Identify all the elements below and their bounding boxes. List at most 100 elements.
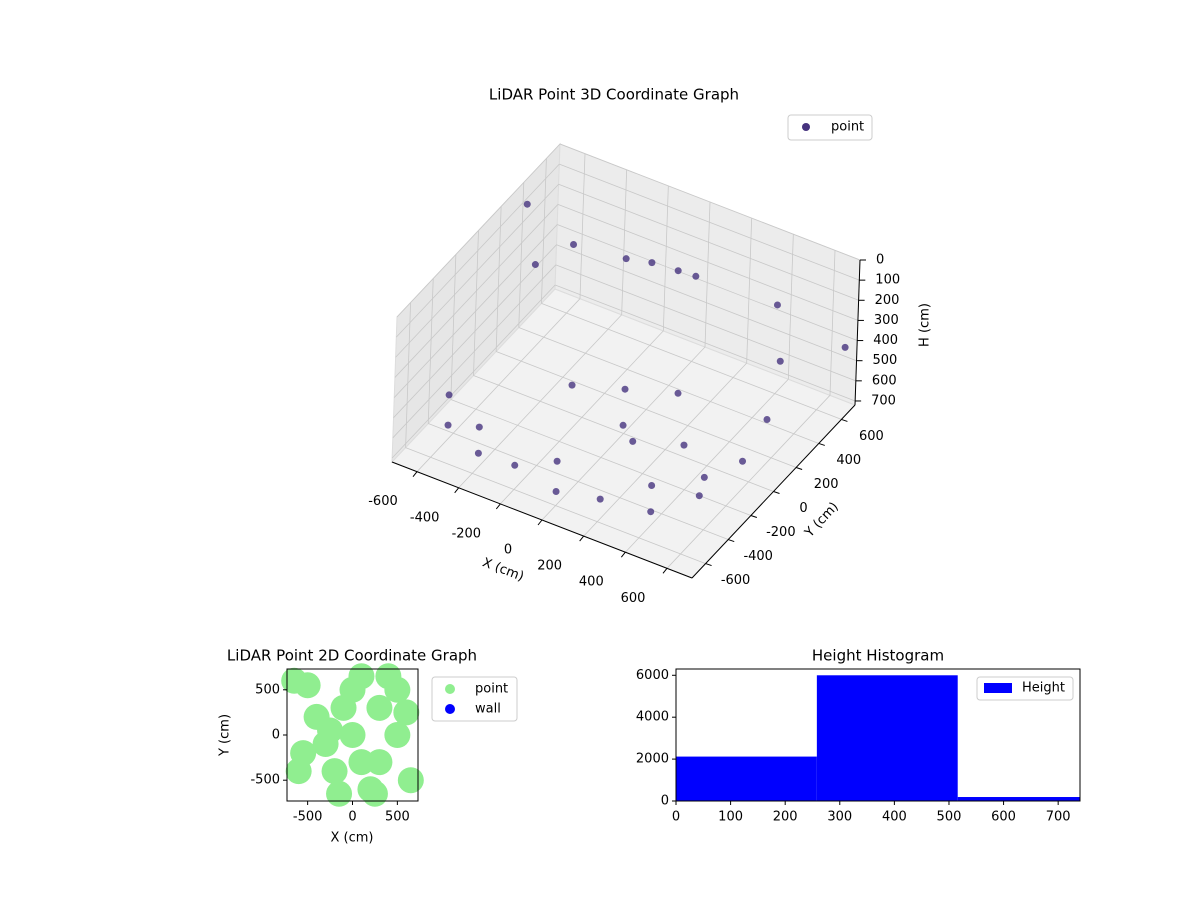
y-axis bbox=[691, 404, 856, 579]
y-tick-label: 400 bbox=[836, 453, 861, 468]
point bbox=[841, 343, 849, 351]
grid-line bbox=[396, 143, 561, 318]
y-tick bbox=[750, 515, 758, 519]
y-tick-label: -600 bbox=[721, 573, 751, 588]
point bbox=[773, 301, 781, 309]
point bbox=[445, 391, 453, 399]
point bbox=[326, 780, 353, 807]
point bbox=[531, 261, 539, 269]
x-tick bbox=[537, 519, 543, 526]
x-tick bbox=[579, 535, 585, 542]
y-tick bbox=[841, 418, 848, 422]
x-tick-label: 500 bbox=[385, 810, 410, 825]
point bbox=[629, 437, 637, 445]
y-tick-label: 0 bbox=[799, 501, 807, 516]
x-tick-label: 500 bbox=[937, 810, 962, 825]
chart-title: Height Histogram bbox=[812, 647, 944, 665]
chart-title: LiDAR Point 2D Coordinate Graph bbox=[227, 647, 477, 665]
grid-line bbox=[554, 284, 856, 402]
grid-line bbox=[555, 264, 856, 382]
legend-box bbox=[976, 676, 1074, 701]
point bbox=[648, 482, 656, 490]
grid-line bbox=[395, 184, 559, 358]
x-tick-label: 200 bbox=[773, 810, 798, 825]
point bbox=[397, 767, 424, 794]
point bbox=[375, 663, 402, 690]
grid-line bbox=[559, 163, 860, 281]
legend-box bbox=[787, 114, 873, 141]
x-axis-label: X (cm) bbox=[480, 555, 526, 584]
point bbox=[339, 722, 366, 748]
legend-label: point bbox=[475, 682, 508, 697]
point bbox=[281, 667, 308, 694]
point bbox=[475, 423, 483, 431]
y-tick-label: 0 bbox=[661, 794, 669, 809]
grid-line bbox=[393, 224, 558, 398]
point bbox=[570, 241, 578, 249]
legend-swatch bbox=[984, 683, 1012, 693]
point bbox=[692, 272, 700, 280]
point bbox=[621, 385, 629, 393]
z-tick-label: 100 bbox=[875, 273, 900, 288]
x-tick-label: 0 bbox=[504, 543, 512, 558]
grid-line bbox=[396, 163, 560, 338]
y-tick-label: 500 bbox=[255, 682, 280, 697]
y-tick-label: -200 bbox=[766, 525, 796, 540]
point bbox=[511, 461, 519, 469]
point bbox=[763, 416, 771, 424]
z-axis bbox=[854, 259, 861, 406]
grid-line bbox=[518, 327, 819, 444]
point bbox=[648, 259, 656, 267]
x-tick bbox=[662, 568, 668, 574]
x-tick bbox=[620, 551, 626, 558]
point bbox=[361, 780, 388, 807]
z-tick-label: 500 bbox=[873, 353, 898, 368]
grid-line bbox=[405, 447, 706, 564]
point bbox=[553, 457, 561, 465]
legend-marker bbox=[802, 123, 810, 131]
plot-area bbox=[676, 675, 1080, 801]
x-tick-label: -200 bbox=[452, 526, 482, 541]
legend-marker bbox=[445, 704, 455, 714]
axes-frame bbox=[675, 668, 1081, 802]
x-tick-label: 200 bbox=[537, 559, 562, 574]
y-tick-label: 6000 bbox=[636, 668, 669, 683]
y-tick-label: -400 bbox=[743, 549, 773, 564]
point bbox=[290, 740, 317, 767]
x-tick-label: 400 bbox=[579, 575, 604, 590]
point bbox=[680, 441, 688, 449]
point bbox=[474, 449, 482, 457]
y-tick bbox=[795, 466, 803, 470]
chart-title: LiDAR Point 3D Coordinate Graph bbox=[489, 86, 739, 104]
point bbox=[596, 495, 604, 503]
grid-line bbox=[495, 351, 797, 468]
point bbox=[700, 473, 708, 481]
grid-line bbox=[559, 143, 861, 261]
z-tick-label: 400 bbox=[873, 333, 898, 348]
z-tick-label: 700 bbox=[871, 393, 896, 408]
x-tick-label: 300 bbox=[827, 810, 852, 825]
x-tick-label: 700 bbox=[1046, 810, 1071, 825]
point bbox=[674, 267, 682, 275]
point bbox=[317, 717, 344, 744]
x-tick-label: -600 bbox=[368, 494, 398, 509]
z-tick-label: 0 bbox=[876, 253, 884, 268]
point bbox=[393, 699, 420, 726]
legend-label: point bbox=[831, 120, 864, 135]
x-tick-label: 0 bbox=[348, 810, 356, 825]
y-tick bbox=[773, 491, 780, 494]
y-tick bbox=[728, 539, 735, 543]
y-tick-label: 4000 bbox=[636, 710, 669, 725]
bar bbox=[676, 756, 817, 801]
y-tick-label: -500 bbox=[250, 773, 280, 788]
y-tick-label: 600 bbox=[859, 429, 884, 444]
legend-label: Height bbox=[1022, 681, 1065, 696]
bar bbox=[816, 675, 958, 801]
x-tick-label: 600 bbox=[991, 810, 1016, 825]
point bbox=[647, 508, 655, 516]
legend-label: wall bbox=[475, 702, 501, 717]
point bbox=[366, 749, 393, 776]
y-axis-label: Y (cm) bbox=[218, 714, 233, 757]
point bbox=[674, 389, 682, 397]
y-tick-label: 2000 bbox=[636, 752, 669, 767]
